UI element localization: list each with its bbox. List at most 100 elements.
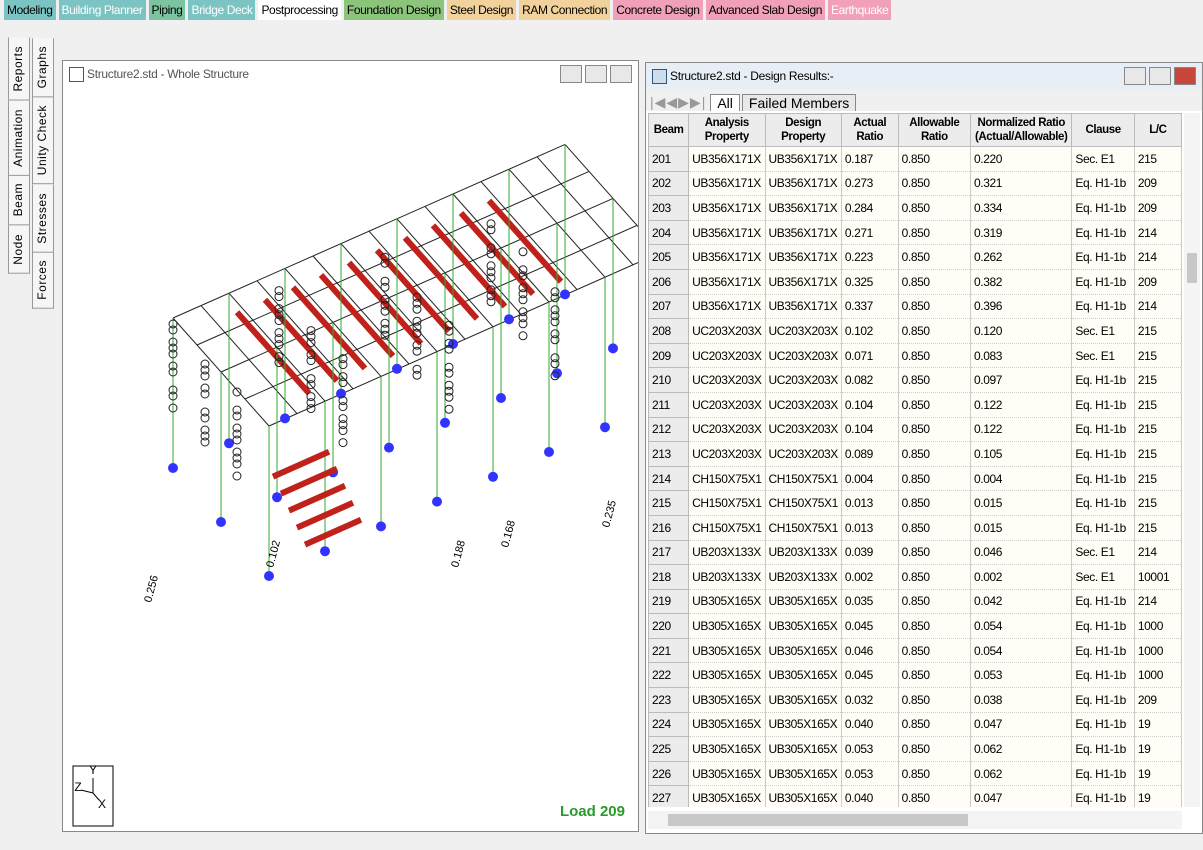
- table-cell: 0.187: [841, 146, 899, 172]
- table-row[interactable]: 208 UC203X203X UC203X203X 0.102 0.850 0.120 Se…: [648, 318, 1182, 344]
- side-tab[interactable]: Reports: [8, 38, 30, 101]
- table-cell: 1000: [1134, 662, 1182, 689]
- table-cell: 0.053: [841, 736, 899, 762]
- node: [200, 437, 210, 447]
- table-row[interactable]: 202 UB356X171X UB356X171X 0.273 0.850 0.321 Eq…: [648, 170, 1182, 197]
- table-row[interactable]: 211 UC203X203X UC203X203X 0.104 0.850 0.122 Eq…: [648, 391, 1182, 418]
- table-cell: UB356X171X: [765, 220, 842, 246]
- module-tab[interactable]: Earthquake: [828, 0, 892, 20]
- node: [200, 371, 210, 381]
- node: [168, 325, 178, 335]
- table-row[interactable]: 203 UB356X171X UB356X171X 0.284 0.850 0.334 Eq…: [648, 195, 1182, 221]
- module-tab[interactable]: Postprocessing: [258, 0, 341, 20]
- table-cell: UB305X165X: [688, 589, 766, 615]
- result-tab[interactable]: All: [710, 94, 740, 111]
- table-row[interactable]: 224 UB305X165X UB305X165X 0.040 0.850 0.047 Eq…: [648, 711, 1182, 738]
- module-tab[interactable]: Concrete Design: [613, 0, 703, 20]
- table-cell: Eq. H1-1b: [1071, 392, 1135, 418]
- side-tab[interactable]: Forces: [32, 252, 54, 309]
- table-cell: Eq. H1-1b: [1071, 662, 1135, 689]
- table-row[interactable]: 225 UB305X165X UB305X165X 0.053 0.850 0.062 Eq…: [648, 736, 1182, 762]
- table-cell: UC203X203X: [688, 441, 766, 467]
- node: [518, 319, 528, 329]
- result-tab[interactable]: Failed Members: [741, 94, 857, 111]
- table-row[interactable]: 205 UB356X171X UB356X171X 0.223 0.850 0.262 Eq…: [648, 244, 1182, 270]
- member: [295, 500, 355, 531]
- side-tab[interactable]: Stresses: [32, 184, 54, 253]
- table-row[interactable]: 214 CH150X75X1 CH150X75X1 0.004 0.850 0.004 Eq…: [648, 465, 1182, 492]
- table-cell: 0.850: [898, 146, 972, 172]
- node: [486, 225, 496, 235]
- side-tab[interactable]: Beam: [8, 175, 30, 226]
- table-row[interactable]: 209 UC203X203X UC203X203X 0.071 0.850 0.083 Se…: [648, 342, 1182, 369]
- table-cell: UB356X171X: [688, 146, 766, 172]
- table-cell: 0.038: [970, 687, 1073, 713]
- node: [200, 431, 210, 441]
- table-row[interactable]: 220 UB305X165X UB305X165X 0.045 0.850 0.054 Eq…: [648, 613, 1182, 639]
- table-row[interactable]: 213 UC203X203X UC203X203X 0.089 0.850 0.105 Eq…: [648, 441, 1182, 467]
- table-cell: Eq. H1-1b: [1071, 269, 1135, 295]
- table-row[interactable]: 227 UB305X165X UB305X165X 0.040 0.850 0.047 Eq…: [648, 785, 1182, 807]
- node: [274, 292, 284, 302]
- node: [518, 295, 528, 305]
- table-cell: UB356X171X: [688, 171, 766, 197]
- table-cell: 210: [648, 367, 690, 393]
- table-cell: 226: [648, 760, 690, 787]
- module-tab[interactable]: Advanced Slab Design: [705, 0, 825, 20]
- nav-arrows[interactable]: |◀◀▶▶|: [650, 94, 707, 110]
- table-row[interactable]: 218 UB203X133X UB203X133X 0.002 0.850 0.002 Se…: [648, 564, 1182, 590]
- window-title: Structure2.std - Design Results:-: [646, 63, 1202, 89]
- table-cell: 0.047: [970, 785, 1073, 807]
- module-tab[interactable]: Steel Design: [446, 0, 517, 20]
- node: [444, 404, 454, 414]
- node: [412, 316, 422, 326]
- table-row[interactable]: 223 UB305X165X UB305X165X 0.032 0.850 0.038 Eq…: [648, 687, 1182, 713]
- table-row[interactable]: 217 UB203X133X UB203X133X 0.039 0.850 0.046 Se…: [648, 539, 1182, 566]
- window-buttons[interactable]: [560, 65, 632, 83]
- window-buttons[interactable]: [1124, 67, 1196, 85]
- table-row[interactable]: 215 CH150X75X1 CH150X75X1 0.013 0.850 0.015 Eq…: [648, 490, 1182, 516]
- table-row[interactable]: 212 UC203X203X UC203X203X 0.104 0.850 0.122 Eq…: [648, 416, 1182, 443]
- module-tab[interactable]: Foundation Design: [343, 0, 444, 20]
- table-cell: 0.850: [898, 343, 972, 369]
- table-cell: 0.062: [970, 761, 1073, 787]
- table-cell: 0.319: [970, 220, 1073, 246]
- member: [92, 792, 100, 801]
- module-tab[interactable]: Modeling: [4, 0, 56, 20]
- node: [486, 267, 496, 277]
- side-tab[interactable]: Node: [8, 225, 30, 274]
- module-tab[interactable]: RAM Connection: [519, 0, 611, 20]
- table-cell: 0.120: [970, 318, 1073, 344]
- table-cell: UB356X171X: [765, 294, 842, 320]
- node: [550, 335, 560, 345]
- table-cell: 0.850: [898, 466, 972, 492]
- table-cell: 214: [1134, 220, 1182, 246]
- table-row[interactable]: 206 UB356X171X UB356X171X 0.325 0.850 0.382 Eq…: [648, 268, 1182, 295]
- table-cell: 0.273: [841, 171, 899, 197]
- h-scrollbar[interactable]: [648, 811, 1182, 829]
- window-icon: [69, 67, 84, 82]
- side-tab[interactable]: Animation: [8, 100, 30, 176]
- module-tab[interactable]: Piping: [148, 0, 186, 20]
- v-scrollbar[interactable]: [1184, 113, 1200, 807]
- side-tab[interactable]: Graphs: [32, 38, 54, 98]
- column-header: Design Property: [764, 113, 842, 147]
- table-row[interactable]: 222 UB305X165X UB305X165X 0.045 0.850 0.053 Eq…: [648, 662, 1182, 689]
- table-cell: Eq. H1-1b: [1071, 613, 1135, 639]
- module-tab[interactable]: Building Planner: [58, 0, 146, 20]
- table-row[interactable]: 226 UB305X165X UB305X165X 0.053 0.850 0.062 Eq…: [648, 760, 1182, 787]
- table-cell: UB305X165X: [688, 662, 766, 689]
- table-row[interactable]: 219 UB305X165X UB305X165X 0.035 0.850 0.042 Eq…: [648, 588, 1182, 615]
- table-row[interactable]: 221 UB305X165X UB305X165X 0.046 0.850 0.054 Eq…: [648, 637, 1182, 664]
- node: [486, 219, 496, 229]
- side-tab[interactable]: Unity Check: [32, 97, 54, 185]
- table-row[interactable]: 207 UB356X171X UB356X171X 0.337 0.850 0.396 Eq…: [648, 293, 1182, 320]
- module-tab[interactable]: Bridge Deck: [188, 0, 256, 20]
- table-cell: 19: [1134, 712, 1182, 738]
- table-row[interactable]: 216 CH150X75X1 CH150X75X1 0.013 0.850 0.015 Eq…: [648, 514, 1182, 541]
- node: [338, 426, 348, 436]
- node: [306, 380, 316, 390]
- table-row[interactable]: 210 UC203X203X UC203X203X 0.082 0.850 0.097 Eq…: [648, 367, 1182, 393]
- table-row[interactable]: 204 UB356X171X UB356X171X 0.271 0.850 0.319 Eq…: [648, 219, 1182, 246]
- table-row[interactable]: 201 UB356X171X UB356X171X 0.187 0.850 0.220 Se…: [648, 146, 1182, 172]
